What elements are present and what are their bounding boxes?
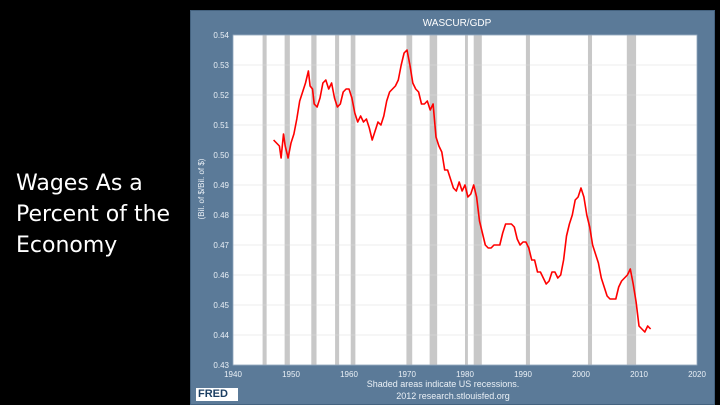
y-axis: 0.43 0.44 0.45 0.46 0.47 0.48 0.49 0.50 0.51 0.52…: [213, 31, 229, 370]
x-tick-label: 1970: [398, 370, 416, 379]
recession-band: [429, 35, 438, 365]
y-tick-label: 0.53: [213, 61, 229, 70]
recession-band: [335, 35, 340, 365]
slide-title: Wages As a Percent of the Economy: [16, 171, 171, 258]
x-tick-label: 2000: [572, 370, 590, 379]
x-tick-label: 1950: [282, 370, 300, 379]
series-line: [273, 49, 652, 333]
y-axis-label: (Bil. of $/Bil. of $): [197, 158, 206, 219]
y-tick-label: 0.49: [213, 181, 229, 190]
recession-band: [587, 35, 593, 365]
x-tick-label: 1940: [224, 370, 242, 379]
x-tick-label: 1980: [456, 370, 474, 379]
y-tick-label: 0.46: [213, 271, 229, 280]
recession-note: Shaded areas indicate US recessions.: [367, 379, 520, 389]
x-tick-label: 2010: [630, 370, 648, 379]
x-tick-label: 1990: [514, 370, 532, 379]
y-tick-label: 0.47: [213, 241, 229, 250]
y-tick-label: 0.54: [213, 31, 229, 40]
y-tick-label: 0.45: [213, 301, 229, 310]
y-tick-label: 0.43: [213, 361, 229, 370]
y-tick-label: 0.52: [213, 91, 229, 100]
recession-band: [406, 35, 413, 365]
recession-band: [626, 35, 637, 365]
y-tick-label: 0.48: [213, 211, 229, 220]
y-tick-label: 0.44: [213, 331, 229, 340]
source-url: 2012 research.stlouisfed.org: [396, 391, 510, 401]
recession-band: [284, 35, 290, 365]
line-chart: WASCUR/GDP 1940 1950 1960 1970 1980 1990 2000 2…: [197, 18, 706, 401]
plot-border: [232, 34, 698, 366]
x-tick-label: 1960: [340, 370, 358, 379]
x-tick-label: 2020: [688, 370, 706, 379]
fred-logo: FRED: [196, 388, 238, 401]
y-tick-label: 0.51: [213, 121, 229, 130]
recession-band: [350, 35, 356, 365]
recession-band: [262, 35, 267, 365]
recession-band: [311, 35, 317, 365]
chart-title: WASCUR/GDP: [423, 18, 492, 29]
recession-band: [525, 35, 530, 365]
y-tick-label: 0.50: [213, 151, 229, 160]
plot-area: [232, 34, 698, 366]
x-axis: 1940 1950 1960 1970 1980 1990 2000 2010 2020: [224, 370, 706, 379]
recession-band: [465, 35, 468, 365]
fred-chart-panel: WASCUR/GDP 1940 1950 1960 1970 1980 1990 2000 2…: [190, 10, 715, 405]
